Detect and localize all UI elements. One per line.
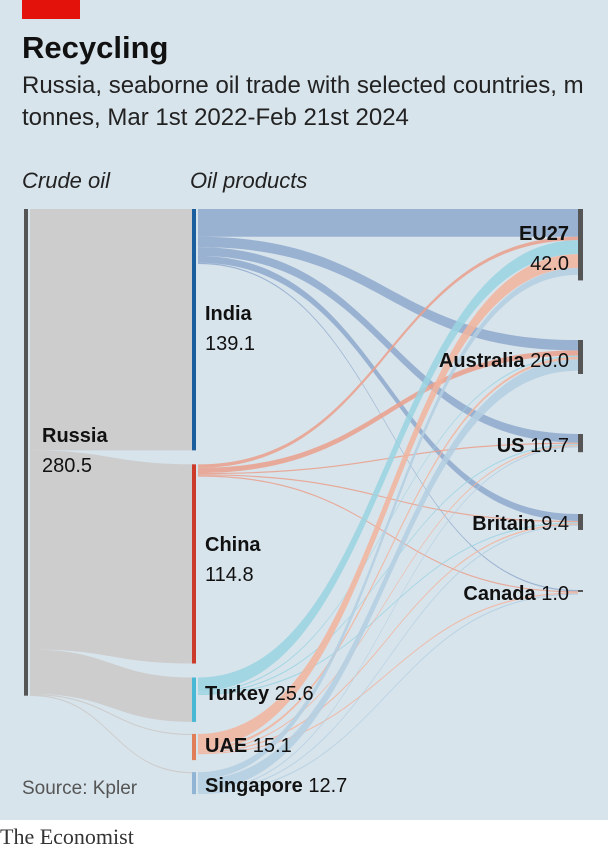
label-uae: UAE 15.1: [205, 735, 292, 757]
flow-india-canada: [198, 262, 578, 592]
brand-bar: [22, 0, 80, 19]
flow-china-australia: [198, 350, 578, 474]
flow-india-australia: [198, 236, 578, 351]
flow-singapore-britain: [198, 524, 578, 793]
flow-uae-britain: [198, 523, 578, 754]
label-russia-name: Russia: [42, 425, 108, 447]
flow-singapore-australia: [198, 359, 578, 791]
chart-subtitle: Russia, seaborne oil trade with selected…: [22, 72, 584, 131]
node-eu27: [578, 209, 583, 281]
node-singapore: [192, 772, 196, 795]
flow-russia-turkey: [30, 649, 194, 722]
flow-china-canada: [198, 475, 578, 593]
node-turkey: [192, 677, 196, 722]
label-turkey: Turkey 25.6: [205, 683, 314, 705]
node-china: [192, 464, 196, 664]
flow-russia-singapore: [30, 694, 194, 774]
label-canada: Canada 1.0: [463, 583, 569, 605]
flow-singapore-canada: [198, 593, 578, 794]
label-singapore: Singapore 12.7: [205, 775, 347, 797]
chart-title: Recycling: [22, 30, 169, 65]
label-eu27-value: 42.0: [530, 253, 569, 275]
column-header-crude: Crude oil: [22, 168, 111, 193]
label-china-name: China: [205, 534, 261, 556]
label-russia-value: 280.5: [42, 455, 92, 477]
node-russia: [24, 209, 28, 696]
publisher-footer: The Economist: [0, 824, 134, 849]
node-india: [192, 209, 196, 451]
flow-russia-india: [30, 209, 194, 451]
flow-turkey-us: [198, 443, 578, 694]
chart-panel: Recycling Russia, seaborne oil trade wit…: [0, 0, 608, 820]
node-us: [578, 434, 583, 453]
flow-uae-canada: [198, 592, 578, 755]
flow-turkey-eu27: [198, 240, 578, 692]
node-uae: [192, 733, 196, 761]
flow-russia-china: [30, 450, 194, 664]
flow-india-britain: [198, 255, 578, 521]
label-china-value: 114.8: [205, 564, 254, 586]
flow-uae-us: [198, 445, 578, 752]
source-note: Source: Kpler: [22, 778, 138, 799]
sankey-chart: Russia 280.5 India 139.1 China 114.8 Turkey 25…: [24, 209, 583, 797]
flow-russia-uae: [30, 693, 194, 736]
label-india-name: India: [205, 303, 253, 325]
flow-turkey-britain: [198, 522, 578, 695]
node-britain: [578, 514, 583, 530]
node-australia: [578, 340, 583, 375]
column-header-products: Oil products: [190, 168, 308, 193]
label-eu27-name: EU27: [519, 223, 569, 245]
flow-uae-eu27: [198, 254, 578, 748]
label-india-value: 139.1: [205, 333, 255, 355]
label-us: US 10.7: [497, 435, 569, 457]
flow-china-eu27: [198, 236, 578, 468]
flow-china-us: [198, 442, 578, 475]
flow-singapore-eu27: [198, 267, 578, 780]
node-canada: [578, 590, 583, 592]
flow-singapore-us: [198, 446, 578, 792]
flow-india-eu27: [198, 209, 578, 237]
label-britain: Britain 9.4: [472, 513, 569, 535]
label-australia: Australia 20.0: [439, 350, 569, 372]
flow-uae-australia: [198, 356, 578, 751]
flow-india-us: [198, 247, 578, 443]
